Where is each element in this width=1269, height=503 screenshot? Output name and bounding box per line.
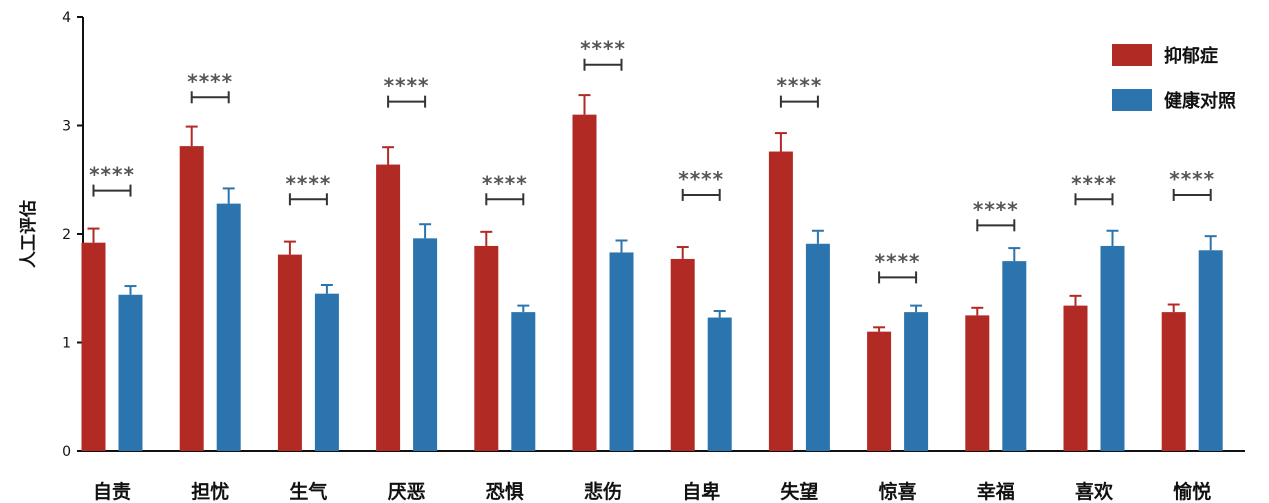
y-axis-label: 人工评估 [18, 200, 39, 268]
bar [474, 245, 499, 451]
bar [376, 164, 401, 451]
x-tick-label: 自卑 [682, 480, 720, 503]
significance-markers: **** **** **** **** **** **** **** **** **** ****… [89, 37, 1215, 284]
bar [118, 294, 143, 451]
significance-label: **** [89, 163, 135, 187]
legend-swatch [1112, 89, 1152, 111]
bar [216, 203, 241, 451]
significance-label: **** [678, 167, 724, 191]
significance-label: **** [482, 171, 528, 195]
y-tick-label: 4 [62, 10, 71, 26]
significance-label: **** [384, 74, 430, 98]
bar [805, 243, 830, 451]
axes: 0 1 2 3 4 自责 担忧 生气 厌恶 恐惧 悲伤 自卑 失望 惊喜 幸福 喜欢 愉悦 [62, 10, 1245, 503]
x-tick-label: 担忧 [191, 480, 229, 503]
legend-swatch [1112, 44, 1152, 66]
x-tick-label: 失望 [780, 480, 818, 503]
significance-label: **** [875, 249, 921, 273]
significance-label: **** [1169, 167, 1215, 191]
bar [413, 238, 438, 451]
bar [670, 258, 695, 451]
bar [1002, 261, 1027, 451]
y-tick-label: 0 [62, 444, 71, 460]
y-tick-label: 3 [62, 119, 71, 135]
bar [768, 151, 793, 452]
bar [81, 242, 106, 451]
x-tick-label: 生气 [289, 480, 327, 503]
significance-label: **** [285, 171, 331, 195]
bar [1063, 305, 1088, 451]
legend-label: 抑郁症 [1164, 45, 1218, 67]
x-tick-label: 厌恶 [388, 481, 426, 503]
y-tick-label: 1 [62, 336, 71, 352]
significance-label: **** [973, 197, 1019, 221]
significance-label: **** [187, 69, 233, 93]
bar [572, 114, 597, 452]
bar [314, 293, 339, 451]
bar [277, 254, 302, 451]
bar [1198, 250, 1223, 451]
bar [1100, 245, 1125, 451]
x-tick-label: 愉悦 [1173, 480, 1211, 503]
x-tick-label: 幸福 [977, 480, 1015, 503]
significance-label: **** [776, 74, 822, 98]
bar [904, 312, 929, 451]
x-tick-label: 悲伤 [584, 480, 622, 503]
bar [511, 312, 536, 451]
x-tick-label: 惊喜 [879, 480, 917, 503]
bar [965, 315, 990, 451]
significance-label: **** [580, 37, 626, 61]
bar [1161, 312, 1186, 451]
legend-label: 健康对照 [1164, 90, 1236, 112]
x-tick-label: 恐惧 [486, 481, 524, 503]
x-tick-label: 喜欢 [1075, 480, 1114, 503]
bar [707, 317, 732, 451]
y-tick-label: 2 [62, 227, 71, 243]
x-tick-label: 自责 [93, 480, 131, 503]
bar [609, 252, 634, 451]
bars [81, 94, 1223, 452]
bar [867, 331, 892, 451]
bar [179, 146, 204, 452]
significance-label: **** [1071, 171, 1117, 195]
